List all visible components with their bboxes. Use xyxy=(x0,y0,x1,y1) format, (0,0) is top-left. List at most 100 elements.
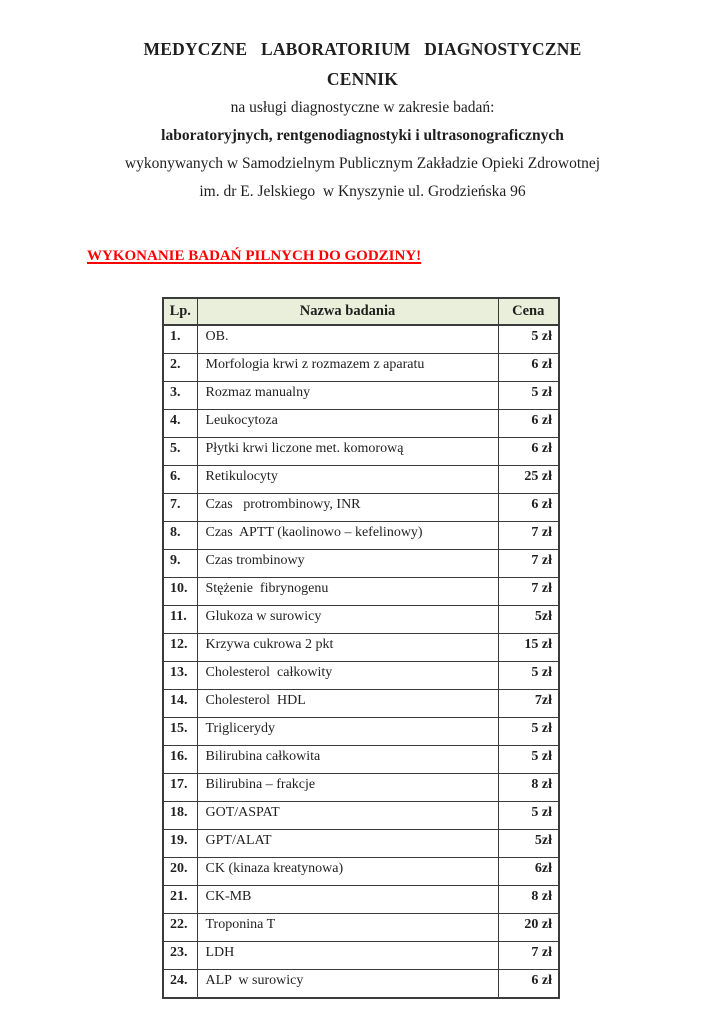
table-row: 11. Glukoza w surowicy 5zł xyxy=(162,605,560,634)
test-name-cell: Glukoza w surowicy xyxy=(196,605,499,634)
test-name-cell: Płytki krwi liczone met. komorową xyxy=(196,437,499,466)
price-table-header: Lp. Nazwa badania Cena xyxy=(162,297,560,326)
row-number-cell: 19. xyxy=(162,829,198,858)
table-row: 12. Krzywa cukrowa 2 pkt 15 zł xyxy=(162,633,560,662)
table-row: 22. Troponina T 20 zł xyxy=(162,913,560,942)
row-number-cell: 5. xyxy=(162,437,198,466)
col-header-lp: Lp. xyxy=(162,297,198,326)
row-number-cell: 10. xyxy=(162,577,198,606)
row-number-cell: 21. xyxy=(162,885,198,914)
table-row: 19. GPT/ALAT 5zł xyxy=(162,829,560,858)
table-row: 7. Czas protrombinowy, INR 6 zł xyxy=(162,493,560,522)
test-price-cell: 5 zł xyxy=(497,801,560,830)
test-price-cell: 7 zł xyxy=(497,941,560,970)
test-price-cell: 7zł xyxy=(497,689,560,718)
header-row: Lp. Nazwa badania Cena xyxy=(162,297,560,326)
test-price-cell: 8 zł xyxy=(497,885,560,914)
row-number-cell: 23. xyxy=(162,941,198,970)
test-price-cell: 20 zł xyxy=(497,913,560,942)
table-row: 1. OB. 5 zł xyxy=(162,324,560,354)
test-price-cell: 6 zł xyxy=(497,353,560,382)
test-name-cell: GOT/ASPAT xyxy=(196,801,499,830)
test-name-cell: CK-MB xyxy=(196,885,499,914)
urgent-tests-notice: WYKONANIE BADAŃ PILNYCH DO GODZINY! xyxy=(87,248,422,264)
row-number-cell: 4. xyxy=(162,409,198,438)
table-row: 16. Bilirubina całkowita 5 zł xyxy=(162,745,560,774)
table-row: 21. CK-MB 8 zł xyxy=(162,885,560,914)
table-row: 24. ALP w surowicy 6 zł xyxy=(162,969,560,999)
test-name-cell: Bilirubina całkowita xyxy=(196,745,499,774)
price-table: Lp. Nazwa badania Cena 1. OB. 5 zł 2. Morfol… xyxy=(162,297,560,999)
test-price-cell: 5 zł xyxy=(497,661,560,690)
table-row: 5. Płytki krwi liczone met. komorową 6 zł xyxy=(162,437,560,466)
test-price-cell: 6 zł xyxy=(497,437,560,466)
row-number-cell: 22. xyxy=(162,913,198,942)
test-price-cell: 5 zł xyxy=(497,381,560,410)
test-name-cell: GPT/ALAT xyxy=(196,829,499,858)
table-row: 14. Cholesterol HDL 7zł xyxy=(162,689,560,718)
col-header-test-name: Nazwa badania xyxy=(196,297,499,326)
table-row: 8. Czas APTT (kaolinowo – kefelinowy) 7 zł xyxy=(162,521,560,550)
row-number-cell: 16. xyxy=(162,745,198,774)
row-number-cell: 17. xyxy=(162,773,198,802)
test-price-cell: 25 zł xyxy=(497,465,560,494)
table-row: 13. Cholesterol całkowity 5 zł xyxy=(162,661,560,690)
test-price-cell: 15 zł xyxy=(497,633,560,662)
table-row: 4. Leukocytoza 6 zł xyxy=(162,409,560,438)
test-price-cell: 6zł xyxy=(497,857,560,886)
table-row: 23. LDH 7 zł xyxy=(162,941,560,970)
test-name-cell: Czas APTT (kaolinowo – kefelinowy) xyxy=(196,521,499,550)
test-name-cell: Stężenie fibrynogenu xyxy=(196,577,499,606)
row-number-cell: 6. xyxy=(162,465,198,494)
table-row: 9. Czas trombinowy 7 zł xyxy=(162,549,560,578)
test-price-cell: 5 zł xyxy=(497,324,560,354)
test-name-cell: Retikulocyty xyxy=(196,465,499,494)
table-row: 2. Morfologia krwi z rozmazem z aparatu 6 … xyxy=(162,353,560,382)
intro-line-scope: na usługi diagnostyczne w zakresie badań… xyxy=(230,99,495,116)
test-price-cell: 5 zł xyxy=(497,717,560,746)
test-name-cell: Cholesterol HDL xyxy=(196,689,499,718)
test-price-cell: 7 zł xyxy=(497,521,560,550)
test-name-cell: CK (kinaza kreatynowa) xyxy=(196,857,499,886)
intro-line-address: im. dr E. Jelskiego w Knyszynie ul. Grod… xyxy=(199,183,526,200)
row-number-cell: 11. xyxy=(162,605,198,634)
test-price-cell: 5zł xyxy=(497,829,560,858)
table-row: 17. Bilirubina – frakcje 8 zł xyxy=(162,773,560,802)
intro-line-services: laboratoryjnych, rentgenodiagnostyki i u… xyxy=(161,127,564,144)
row-number-cell: 7. xyxy=(162,493,198,522)
test-price-cell: 6 zł xyxy=(497,409,560,438)
row-number-cell: 2. xyxy=(162,353,198,382)
test-price-cell: 7 zł xyxy=(497,577,560,606)
row-number-cell: 18. xyxy=(162,801,198,830)
test-price-cell: 6 zł xyxy=(497,969,560,999)
test-name-cell: ALP w surowicy xyxy=(196,969,499,999)
test-name-cell: OB. xyxy=(196,324,499,354)
row-number-cell: 14. xyxy=(162,689,198,718)
document-type-heading: CENNIK xyxy=(326,69,399,89)
test-price-cell: 8 zł xyxy=(497,773,560,802)
test-name-cell: Cholesterol całkowity xyxy=(196,661,499,690)
table-row: 3. Rozmaz manualny 5 zł xyxy=(162,381,560,410)
test-name-cell: Leukocytoza xyxy=(196,409,499,438)
test-name-cell: Czas protrombinowy, INR xyxy=(196,493,499,522)
test-name-cell: Troponina T xyxy=(196,913,499,942)
row-number-cell: 12. xyxy=(162,633,198,662)
test-name-cell: Czas trombinowy xyxy=(196,549,499,578)
test-price-cell: 5zł xyxy=(497,605,560,634)
table-row: 18. GOT/ASPAT 5 zł xyxy=(162,801,560,830)
test-name-cell: LDH xyxy=(196,941,499,970)
row-number-cell: 13. xyxy=(162,661,198,690)
col-header-price: Cena xyxy=(497,297,560,326)
test-price-cell: 5 zł xyxy=(497,745,560,774)
row-number-cell: 8. xyxy=(162,521,198,550)
test-name-cell: Bilirubina – frakcje xyxy=(196,773,499,802)
row-number-cell: 1. xyxy=(162,324,198,354)
document-title: MEDYCZNE LABORATORIUM DIAGNOSTYCZNE xyxy=(143,39,582,59)
row-number-cell: 24. xyxy=(162,969,198,999)
test-name-cell: Rozmaz manualny xyxy=(196,381,499,410)
test-price-cell: 6 zł xyxy=(497,493,560,522)
row-number-cell: 9. xyxy=(162,549,198,578)
test-name-cell: Krzywa cukrowa 2 pkt xyxy=(196,633,499,662)
test-name-cell: Morfologia krwi z rozmazem z aparatu xyxy=(196,353,499,382)
